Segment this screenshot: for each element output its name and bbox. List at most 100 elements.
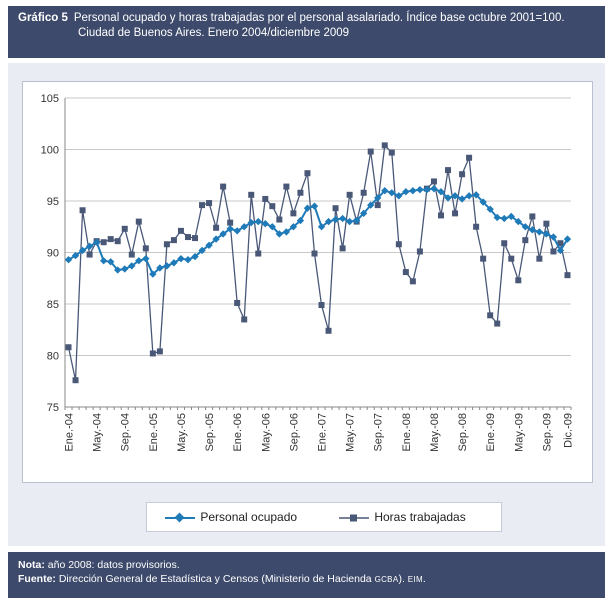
data-point-personal-ocupado [219,230,227,238]
data-point-horas-trabajadas [388,149,395,156]
y-tick-label: 90 [47,248,59,260]
data-point-horas-trabajadas [220,183,227,190]
data-point-horas-trabajadas [86,251,93,258]
data-point-horas-trabajadas [367,148,374,155]
data-point-personal-ocupado [121,265,129,273]
x-tick-label: Sep.-04 [120,413,132,452]
data-point-horas-trabajadas [346,191,353,198]
note-label: Nota: [18,559,45,571]
data-point-personal-ocupado [444,194,452,202]
data-point-horas-trabajadas [297,189,304,196]
data-point-personal-ocupado [409,187,417,195]
chart-title-line1: Personal ocupado y horas trabajadas por … [73,12,565,24]
data-point-personal-ocupado [465,192,473,200]
source-line: Fuente: Dirección General de Estadística… [18,572,595,587]
data-point-personal-ocupado [402,188,410,196]
data-point-personal-ocupado [275,230,284,238]
data-point-horas-trabajadas [402,269,409,276]
x-tick-label: Ene.-05 [148,413,160,452]
data-point-personal-ocupado [556,246,565,255]
data-point-horas-trabajadas [227,219,234,226]
data-point-personal-ocupado [458,195,466,203]
data-point-personal-ocupado [198,246,206,255]
x-tick-label: May.-05 [176,413,188,452]
data-point-personal-ocupado [563,235,572,243]
data-point-personal-ocupado [149,270,157,278]
data-point-horas-trabajadas [339,245,346,252]
data-point-horas-trabajadas [395,241,402,248]
chart-footer: Nota: año 2008: datos provisorios. Fuent… [8,552,605,598]
data-point-horas-trabajadas [557,240,564,247]
data-point-horas-trabajadas [241,316,248,323]
x-tick-label: Ene.-08 [401,413,413,452]
x-tick-label: Sep.-09 [541,413,553,452]
data-point-horas-trabajadas [276,216,283,223]
data-point-horas-trabajadas [107,236,114,243]
legend-label-horas-trabajadas: Horas trabajadas [374,510,466,524]
data-point-horas-trabajadas [65,344,72,351]
data-point-personal-ocupado [416,185,424,194]
data-point-horas-trabajadas [508,255,515,262]
data-point-horas-trabajadas [360,189,367,196]
data-point-personal-ocupado [142,255,150,263]
data-point-horas-trabajadas [466,154,473,161]
data-point-horas-trabajadas [515,277,522,284]
data-point-horas-trabajadas [156,348,163,355]
data-point-personal-ocupado [430,184,438,193]
chart-number: Gráfico 5 [18,12,68,24]
data-point-horas-trabajadas [79,207,86,214]
data-point-personal-ocupado [437,188,445,196]
x-tick-label: May.-04 [92,413,104,452]
source-label: Fuente: [18,573,56,585]
legend-item-personal-ocupado: Personal ocupado [163,510,297,525]
data-point-horas-trabajadas [72,377,79,384]
data-point-personal-ocupado [85,242,94,250]
data-point-personal-ocupado [549,233,558,241]
data-point-personal-ocupado [352,216,361,225]
data-point-personal-ocupado [205,241,213,249]
data-point-horas-trabajadas [452,210,459,217]
data-point-horas-trabajadas [381,142,388,149]
data-point-horas-trabajadas [332,205,339,212]
data-point-horas-trabajadas [135,218,142,225]
data-point-horas-trabajadas [100,239,107,246]
data-point-horas-trabajadas [409,278,416,285]
data-point-horas-trabajadas [163,241,170,248]
data-point-horas-trabajadas [459,171,466,178]
series-line-horas-trabajadas [67,143,569,381]
data-point-personal-ocupado [177,255,185,263]
source-text: Dirección General de Estadística y Censo… [55,573,375,585]
data-point-horas-trabajadas [269,203,276,210]
data-point-horas-trabajadas [473,223,480,230]
data-point-horas-trabajadas [430,178,437,185]
data-point-personal-ocupado [71,251,80,260]
x-tick-label: May.-08 [429,413,441,452]
data-point-horas-trabajadas [192,235,199,242]
data-point-horas-trabajadas [234,299,241,306]
y-tick-label: 100 [41,145,59,157]
data-point-personal-ocupado [99,257,108,265]
data-point-horas-trabajadas [142,245,149,252]
data-point-personal-ocupado [289,223,298,231]
data-point-personal-ocupado [163,262,171,270]
source-eim: EIM [407,575,423,584]
legend-line-diamond-icon [165,512,195,523]
data-point-horas-trabajadas [128,251,135,258]
x-tick-label: May.-06 [260,413,272,452]
data-point-personal-ocupado [472,191,480,199]
data-point-horas-trabajadas [318,302,325,309]
data-point-personal-ocupado [479,198,487,206]
chart-header: Gráfico 5 Personal ocupado y horas trabaj… [8,6,605,58]
data-point-horas-trabajadas [543,220,550,227]
data-point-horas-trabajadas [255,250,262,257]
data-point-personal-ocupado [535,228,544,236]
data-point-horas-trabajadas [184,234,191,241]
x-tick-label: Ene.-06 [232,413,244,452]
legend-line-square-icon [339,514,369,522]
data-point-personal-ocupado [500,214,508,223]
data-point-personal-ocupado [317,223,326,231]
x-tick-label: May.-09 [513,413,525,452]
data-point-personal-ocupado [191,252,199,261]
data-point-personal-ocupado [310,202,319,210]
data-point-personal-ocupado [247,218,255,227]
